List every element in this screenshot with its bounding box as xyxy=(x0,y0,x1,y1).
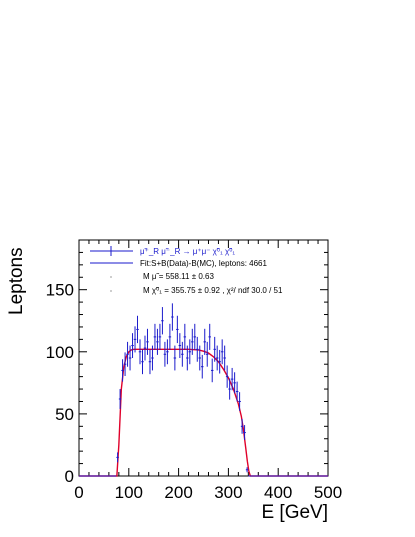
x-tick-label: 0 xyxy=(74,483,83,502)
data-point xyxy=(176,315,179,344)
fit-curve xyxy=(79,348,328,477)
data-point xyxy=(225,365,229,388)
data-point xyxy=(151,345,154,371)
legend-data-label: μ̃⁺_R μ̃⁻_R → μ⁺μ⁻ χ̃⁰₁ χ̃⁰₁ xyxy=(140,247,235,256)
plot-frame xyxy=(78,239,329,477)
data-point xyxy=(228,378,231,400)
data-point xyxy=(193,323,197,350)
data-point xyxy=(238,392,241,411)
data-point xyxy=(183,323,187,350)
legend: μ̃⁺_R μ̃⁻_R → μ⁺μ⁻ χ̃⁰₁ χ̃⁰₁ Fit:S+B(Dat… xyxy=(90,246,283,295)
y-tick-label: 0 xyxy=(65,467,74,486)
data-points-group xyxy=(79,303,328,477)
data-point xyxy=(230,367,234,391)
data-point xyxy=(128,345,132,371)
data-point xyxy=(188,339,192,365)
data-point xyxy=(148,349,152,375)
data-point xyxy=(138,339,142,365)
data-point xyxy=(198,345,202,371)
data-point xyxy=(133,326,137,353)
data-point xyxy=(210,358,214,383)
x-tick-label: 500 xyxy=(314,483,342,502)
data-point xyxy=(243,425,246,440)
x-tick-label: 100 xyxy=(115,483,143,502)
x-tick-labels: 0 100 200 300 400 500 xyxy=(74,483,342,502)
data-point xyxy=(166,339,169,365)
data-point xyxy=(143,335,147,361)
data-point xyxy=(235,381,239,402)
data-point xyxy=(163,341,167,367)
x-tick-label: 200 xyxy=(164,483,192,502)
data-point xyxy=(141,349,144,375)
data-point xyxy=(178,333,182,358)
data-point xyxy=(173,345,177,371)
data-point xyxy=(161,307,164,335)
data-point xyxy=(213,336,216,362)
data-point xyxy=(203,328,206,355)
data-point xyxy=(116,452,119,463)
data-point xyxy=(191,328,194,355)
data-point xyxy=(245,467,249,473)
data-point xyxy=(220,339,224,365)
data-point xyxy=(186,345,189,371)
y-tick-labels: 0 50 100 150 xyxy=(46,281,74,486)
data-point xyxy=(215,345,219,371)
data-point xyxy=(201,354,204,379)
data-point xyxy=(121,359,124,382)
y-tick-label: 150 xyxy=(46,281,74,300)
legend-dot xyxy=(110,290,112,292)
data-point xyxy=(118,389,122,409)
fit-curve-group xyxy=(79,348,328,477)
data-point xyxy=(205,341,209,367)
data-point xyxy=(240,418,244,434)
data-point xyxy=(131,333,134,358)
data-point xyxy=(208,323,211,350)
legend-fit-label: Fit:S+B(Data)-B(MC), leptons: 4661 xyxy=(140,259,267,268)
data-point xyxy=(196,336,199,362)
y-axis-label: Leptons xyxy=(6,247,27,315)
data-point xyxy=(181,341,184,367)
y-tick-label: 50 xyxy=(55,405,74,424)
data-point xyxy=(126,341,129,367)
data-point xyxy=(218,349,221,374)
data-point xyxy=(223,345,226,371)
data-point xyxy=(168,323,172,350)
x-tick-label: 300 xyxy=(214,483,242,502)
legend-mass-smuon: M μ̃ = 558.11 ± 0.63 xyxy=(143,272,214,281)
data-point xyxy=(153,323,157,350)
legend-dot xyxy=(110,276,112,278)
data-point xyxy=(171,303,174,331)
data-point xyxy=(136,315,139,344)
axis-ticks xyxy=(78,239,329,477)
x-tick-label: 400 xyxy=(264,483,292,502)
y-tick-label: 100 xyxy=(46,343,74,362)
x-axis-label: E [GeV] xyxy=(261,502,328,523)
data-point xyxy=(158,323,162,350)
data-point xyxy=(156,328,159,355)
data-point xyxy=(123,352,127,377)
data-point xyxy=(233,372,236,394)
data-point xyxy=(146,328,149,355)
legend-mass-chi: M χ̃⁰₁ = 355.75 ± 0.92 , χ²/ ndf 30.0 / … xyxy=(143,286,283,295)
